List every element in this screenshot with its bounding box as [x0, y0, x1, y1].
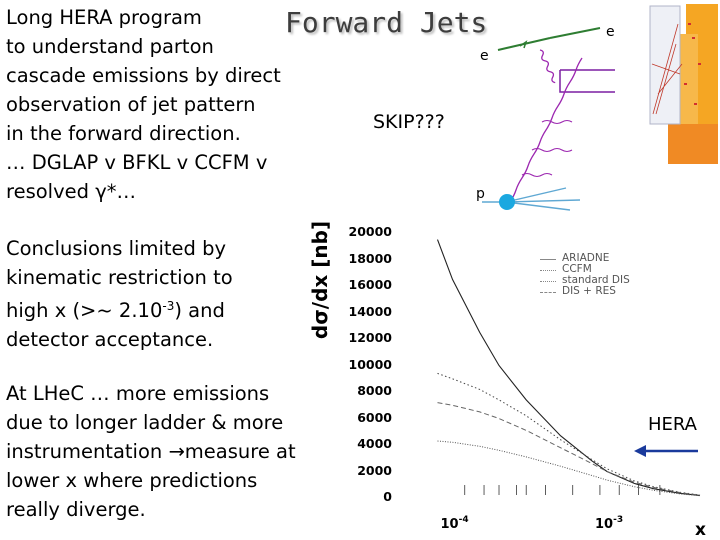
conclusion-line: detector acceptance. [6, 328, 214, 351]
calorimeter-block [678, 34, 698, 124]
gluon-rung-3 [541, 119, 573, 125]
intro-line: cascade emissions by direct [6, 64, 281, 87]
conclusion-line: kinematic restriction to [6, 266, 233, 289]
y-tick-label: 10000 [348, 356, 393, 372]
x-tick-label: 10-3 [595, 515, 623, 532]
x-tick-label: 10-4 [441, 515, 469, 532]
conclusions-text: Conclusions limited by kinematic restric… [6, 234, 233, 354]
electron-out-line [549, 27, 601, 39]
cross-section-chart [436, 239, 701, 497]
intro-line: resolved γ*… [6, 180, 136, 203]
calorimeter-block [668, 124, 718, 164]
slide-title: Forward Jets [285, 6, 488, 39]
lhec-line: due to longer ladder & more [6, 411, 284, 434]
proton-line [482, 187, 581, 211]
legend-swatch [540, 259, 556, 260]
conclusion-line-text: high x (>~ 2.10 [6, 299, 163, 322]
legend-label: ARIADNE [562, 252, 610, 264]
x-tick-base: 10 [440, 517, 459, 532]
y-tick-label: 2000 [357, 462, 392, 478]
hera-arrow [634, 445, 698, 457]
electron-out-label: e [606, 24, 615, 40]
y-tick-label: 14000 [348, 303, 393, 319]
conclusion-exponent: -3 [162, 299, 175, 313]
y-tick-label: 16000 [348, 277, 393, 292]
gluon-rung-1 [521, 172, 553, 178]
legend-label: CCFM [562, 263, 592, 275]
chart-y-axis-label: dσ/dx [nb] [308, 220, 332, 340]
intro-line: in the forward direction. [6, 122, 241, 145]
intro-text: Long HERA program to understand parton c… [6, 3, 281, 206]
y-tick-label: 0 [383, 489, 392, 504]
lhec-text: At LHeC … more emissions due to longer l… [6, 379, 296, 524]
detector-event-image [648, 4, 718, 164]
y-tick-label: 20000 [348, 224, 393, 239]
y-tick-label: 6000 [357, 409, 392, 425]
lhec-line: At LHeC … more emissions [6, 382, 270, 405]
lhec-line: instrumentation →measure at [6, 440, 296, 463]
electron-in-label: e [480, 48, 489, 64]
y-tick-label: 18000 [348, 250, 393, 266]
series-line-standard-dis [437, 440, 701, 497]
intro-line: to understand parton [6, 35, 214, 58]
legend-swatch [540, 292, 556, 293]
x-tick-exponent: -3 [613, 515, 624, 525]
hit-markers [684, 23, 701, 105]
series-line-ccfm [437, 372, 701, 496]
jet-line [559, 69, 615, 93]
hera-label: HERA [648, 414, 697, 435]
x-tick-base: 10 [594, 517, 614, 532]
conclusion-line: Conclusions limited by [6, 237, 227, 260]
gluon-ladder [509, 57, 583, 203]
intro-line: Long HERA program [6, 6, 202, 29]
proton-blob [499, 194, 515, 210]
hera-arrow-head [634, 445, 646, 457]
conclusion-line: high x (>~ 2.10-3) and [6, 292, 233, 325]
legend-label: DIS + RES [562, 285, 616, 297]
gluon-rung-2 [531, 147, 573, 153]
intro-line: … DGLAP v BFKL v CCFM v [6, 151, 268, 174]
legend-swatch [540, 270, 556, 271]
y-tick-label: 4000 [357, 436, 392, 451]
chart-x-axis-label: x [695, 520, 706, 540]
track-lines [651, 23, 683, 115]
conclusion-line-tail: ) and [174, 299, 225, 322]
series-line-ariadne [436, 239, 701, 496]
proton-label: p [476, 186, 485, 202]
skip-text: SKIP??? [373, 111, 445, 133]
legend-label: standard DIS [562, 274, 630, 286]
lhec-line: really diverge. [6, 498, 146, 521]
legend-swatch [540, 281, 556, 282]
lhec-line: lower x where predictions [6, 469, 258, 492]
y-tick-label: 12000 [348, 330, 393, 345]
y-tick-label: 8000 [357, 383, 392, 398]
x-tick-exponent: -4 [458, 515, 469, 525]
photon-line [539, 49, 556, 84]
intro-line: observation of jet pattern [6, 93, 256, 116]
forward-jet-diagram: e e p [476, 24, 615, 211]
electron-in-arrow [519, 40, 528, 49]
